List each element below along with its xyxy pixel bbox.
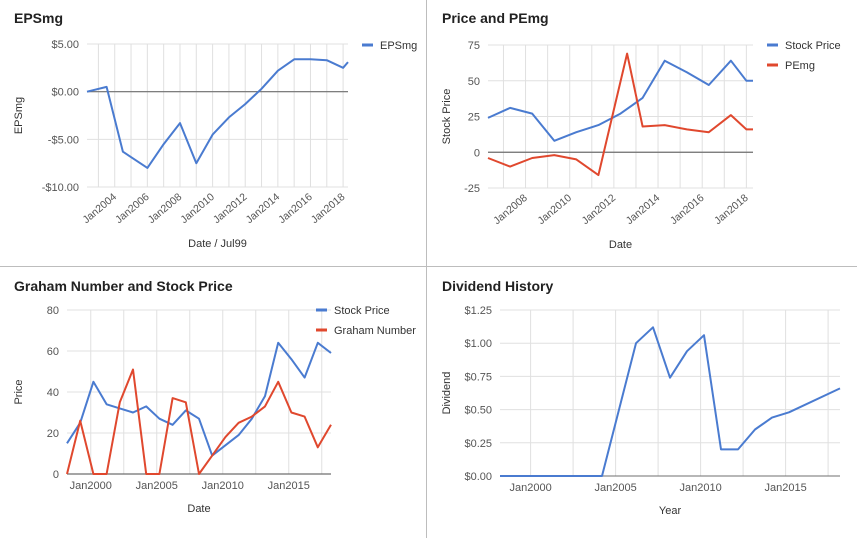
y-tick-label: 0	[474, 147, 480, 159]
y-tick-label: $0.50	[464, 405, 492, 417]
vertical-divider	[426, 0, 427, 538]
x-tick-label: Jan2008	[491, 192, 530, 227]
graham-chart-panel: Graham Number and Stock Price 80 60 40 20 0 J…	[0, 268, 425, 538]
chart-title: Dividend History	[442, 278, 554, 294]
y-tick-label: $0.25	[464, 438, 492, 450]
x-tick-label: Jan2018	[712, 192, 751, 227]
legend-label: PEmg	[785, 60, 815, 72]
legend-label: Stock Price	[334, 305, 390, 317]
chart-title: Price and PEmg	[442, 10, 549, 26]
x-axis-label: Date / Jul99	[188, 238, 247, 250]
y-tick-label: -$10.00	[42, 182, 79, 194]
x-tick-label: Jan2014	[244, 191, 283, 226]
x-tick-label: Jan2014	[624, 192, 663, 227]
graham-chart: 80 60 40 20 0 Jan2000 Jan2005 Jan2010 Jan2015 Dat…	[13, 305, 416, 515]
x-tick-label: Jan2015	[268, 480, 310, 492]
x-axis-label: Year	[659, 505, 682, 517]
legend-label: Stock Price	[785, 40, 841, 52]
y-tick-label: 75	[468, 40, 480, 52]
x-tick-label: Jan2000	[70, 480, 112, 492]
x-tick-label: Jan2010	[202, 480, 244, 492]
horizontal-divider	[0, 266, 857, 267]
price-pemg-chart-panel: Price and PEmg 75 50 25 0 -25 Jan2008 Jan2010 J…	[428, 0, 857, 266]
y-tick-label: $5.00	[51, 39, 79, 51]
x-tick-label: Jan2008	[146, 191, 185, 226]
y-axis-label: Stock Price	[441, 89, 453, 145]
x-tick-label: Jan2012	[580, 192, 619, 227]
epsmg-chart-panel: EPSmg $5.00 $0.00 -$5.00 -$10.00 Jan2004 Jan2…	[0, 0, 425, 266]
epsmg-chart: $5.00$0.00-$5.00-$10.00Jan2004Jan2006Jan…	[13, 39, 417, 250]
series-line-graham-number	[66, 368, 332, 475]
y-tick-label: -25	[464, 183, 480, 195]
x-tick-label: Jan2004	[80, 191, 119, 226]
y-tick-label: 60	[47, 346, 59, 358]
y-tick-label: $1.25	[464, 305, 492, 317]
x-tick-label: Jan2016	[276, 191, 315, 226]
x-tick-label: Jan2015	[764, 482, 806, 494]
x-tick-label: Jan2005	[594, 482, 636, 494]
series-line-stock-price	[66, 341, 332, 457]
series-line-epsmg	[86, 58, 349, 169]
x-tick-label: Jan2010	[679, 482, 721, 494]
y-tick-label: 20	[47, 428, 59, 440]
y-axis-label: Dividend	[441, 372, 453, 415]
x-tick-label: Jan2016	[668, 192, 707, 227]
y-tick-label: $1.00	[464, 338, 492, 350]
x-tick-label: Jan2010	[178, 191, 217, 226]
dividend-chart-panel: Dividend History $1.25 $1.00 $0.75 $0.50 $0.…	[428, 268, 857, 538]
series-line-0	[500, 326, 841, 477]
chart-title: EPSmg	[14, 10, 64, 26]
legend-label: Graham Number	[334, 325, 416, 337]
x-axis-label: Date	[187, 503, 210, 515]
y-tick-label: 50	[468, 76, 480, 88]
x-tick-label: Jan2012	[211, 191, 250, 226]
y-tick-label: 25	[468, 112, 480, 124]
y-tick-label: 80	[47, 305, 59, 317]
x-tick-label: Jan2000	[509, 482, 551, 494]
dividend-chart: $1.25 $1.00 $0.75 $0.50 $0.25 $0.00 Jan2000 Jan…	[441, 305, 841, 517]
y-tick-label: 0	[53, 469, 59, 481]
x-axis-label: Date	[609, 239, 632, 251]
x-tick-label: Jan2018	[309, 191, 348, 226]
series-line-pemg	[487, 52, 753, 177]
y-tick-label: $0.00	[51, 87, 79, 99]
x-tick-label: Jan2006	[113, 191, 152, 226]
y-tick-label: $0.75	[464, 371, 492, 383]
y-tick-label: $0.00	[464, 471, 492, 483]
y-tick-label: 40	[47, 387, 59, 399]
series-line-stock-price	[487, 59, 753, 142]
y-axis-label: EPSmg	[13, 97, 25, 134]
y-tick-label: -$5.00	[48, 134, 79, 146]
x-tick-label: Jan2005	[136, 480, 178, 492]
y-axis-label: Price	[13, 379, 25, 404]
chart-title: Graham Number and Stock Price	[14, 278, 233, 294]
x-tick-label: Jan2010	[535, 192, 574, 227]
legend-label: EPSmg	[380, 40, 417, 52]
